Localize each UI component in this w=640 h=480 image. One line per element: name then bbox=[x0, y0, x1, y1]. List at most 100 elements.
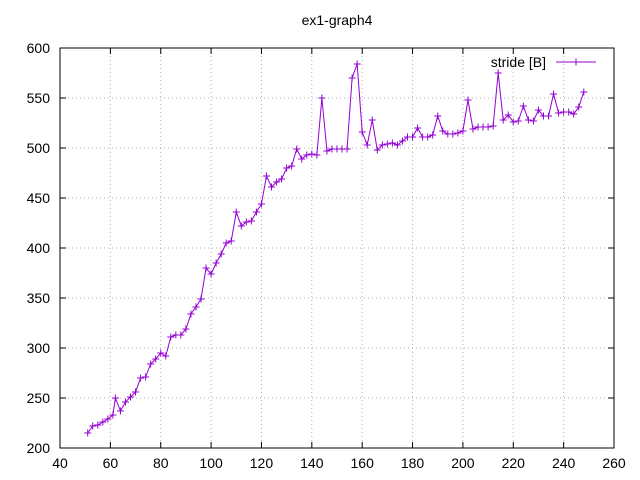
data-point bbox=[217, 250, 225, 258]
x-tick-label: 180 bbox=[401, 455, 425, 471]
data-point bbox=[373, 146, 381, 154]
x-tick-label: 40 bbox=[52, 455, 68, 471]
data-point bbox=[111, 394, 119, 402]
data-point bbox=[89, 422, 97, 430]
data-point bbox=[177, 331, 185, 339]
data-point bbox=[237, 222, 245, 230]
data-point bbox=[242, 218, 250, 226]
series-line bbox=[87, 63, 585, 434]
data-point bbox=[524, 116, 532, 124]
data-point bbox=[519, 102, 527, 110]
data-point bbox=[197, 295, 205, 303]
data-point bbox=[343, 145, 351, 153]
data-point bbox=[232, 208, 240, 216]
data-point bbox=[94, 421, 102, 429]
data-point bbox=[378, 141, 386, 149]
data-point bbox=[84, 429, 92, 437]
data-point bbox=[388, 139, 396, 147]
x-tick-label: 120 bbox=[250, 455, 274, 471]
data-point bbox=[142, 373, 150, 381]
y-tick-label: 500 bbox=[27, 140, 51, 156]
data-point bbox=[202, 264, 210, 272]
data-point bbox=[489, 122, 497, 130]
x-tick-label: 100 bbox=[199, 455, 223, 471]
data-point bbox=[262, 172, 270, 180]
y-tick-label: 550 bbox=[27, 90, 51, 106]
x-tick-label: 260 bbox=[602, 455, 626, 471]
data-point bbox=[484, 123, 492, 131]
y-tick-label: 450 bbox=[27, 190, 51, 206]
axes: 40 60 80 100 120 140 160 180 200 220 240 260 200 250 3… bbox=[27, 40, 626, 471]
data-point bbox=[454, 129, 462, 137]
data-point bbox=[147, 360, 155, 368]
data-point bbox=[459, 127, 467, 135]
y-tick-label: 200 bbox=[27, 440, 51, 456]
x-tick-label: 80 bbox=[153, 455, 169, 471]
data-point bbox=[99, 418, 107, 426]
data-point bbox=[398, 137, 406, 145]
data-point bbox=[273, 178, 281, 186]
data-point bbox=[363, 141, 371, 149]
x-tick-label: 140 bbox=[300, 455, 324, 471]
data-point bbox=[368, 116, 376, 124]
data-point bbox=[439, 127, 447, 135]
data-point bbox=[293, 145, 301, 153]
data-point bbox=[104, 415, 112, 423]
legend-marker bbox=[572, 58, 580, 66]
y-tick-label: 350 bbox=[27, 290, 51, 306]
data-point bbox=[499, 116, 507, 124]
data-point bbox=[222, 239, 230, 247]
data-point bbox=[152, 355, 160, 363]
data-point bbox=[247, 217, 255, 225]
data-point bbox=[308, 150, 316, 158]
data-point bbox=[212, 259, 220, 267]
legend: stride [B] bbox=[491, 54, 596, 70]
data-point bbox=[424, 133, 432, 141]
data-point bbox=[358, 128, 366, 136]
x-tick-label: 220 bbox=[502, 455, 526, 471]
data-point bbox=[383, 140, 391, 148]
data-point bbox=[109, 411, 117, 419]
data-point bbox=[313, 151, 321, 159]
series-stride bbox=[84, 60, 588, 437]
data-point bbox=[127, 393, 135, 401]
data-point bbox=[268, 183, 276, 191]
x-tick-label: 60 bbox=[103, 455, 119, 471]
data-point bbox=[157, 349, 165, 357]
data-point bbox=[565, 108, 573, 116]
y-tick-label: 300 bbox=[27, 340, 51, 356]
data-point bbox=[509, 118, 517, 126]
y-tick-label: 250 bbox=[27, 390, 51, 406]
data-point bbox=[514, 117, 522, 125]
y-tick-label: 600 bbox=[27, 40, 51, 56]
data-point bbox=[298, 155, 306, 163]
data-point bbox=[288, 162, 296, 170]
data-point bbox=[348, 74, 356, 82]
grid bbox=[60, 48, 614, 448]
data-point bbox=[494, 69, 502, 77]
data-point bbox=[575, 103, 583, 111]
data-point bbox=[303, 151, 311, 159]
data-point bbox=[162, 352, 170, 360]
data-point bbox=[449, 130, 457, 138]
data-point bbox=[132, 388, 140, 396]
legend-label-stride: stride [B] bbox=[491, 54, 546, 70]
data-point bbox=[227, 237, 235, 245]
data-point bbox=[504, 111, 512, 119]
data-point bbox=[207, 270, 215, 278]
x-tick-label: 240 bbox=[552, 455, 576, 471]
data-point bbox=[187, 310, 195, 318]
data-point bbox=[278, 175, 286, 183]
data-point bbox=[121, 398, 129, 406]
x-tick-label: 200 bbox=[451, 455, 475, 471]
data-point bbox=[323, 147, 331, 155]
data-point bbox=[434, 112, 442, 120]
data-point bbox=[137, 374, 145, 382]
data-point bbox=[545, 112, 553, 120]
data-point bbox=[464, 96, 472, 104]
data-point bbox=[570, 110, 578, 118]
data-point bbox=[580, 88, 588, 96]
data-point bbox=[192, 303, 200, 311]
data-point bbox=[409, 133, 417, 141]
